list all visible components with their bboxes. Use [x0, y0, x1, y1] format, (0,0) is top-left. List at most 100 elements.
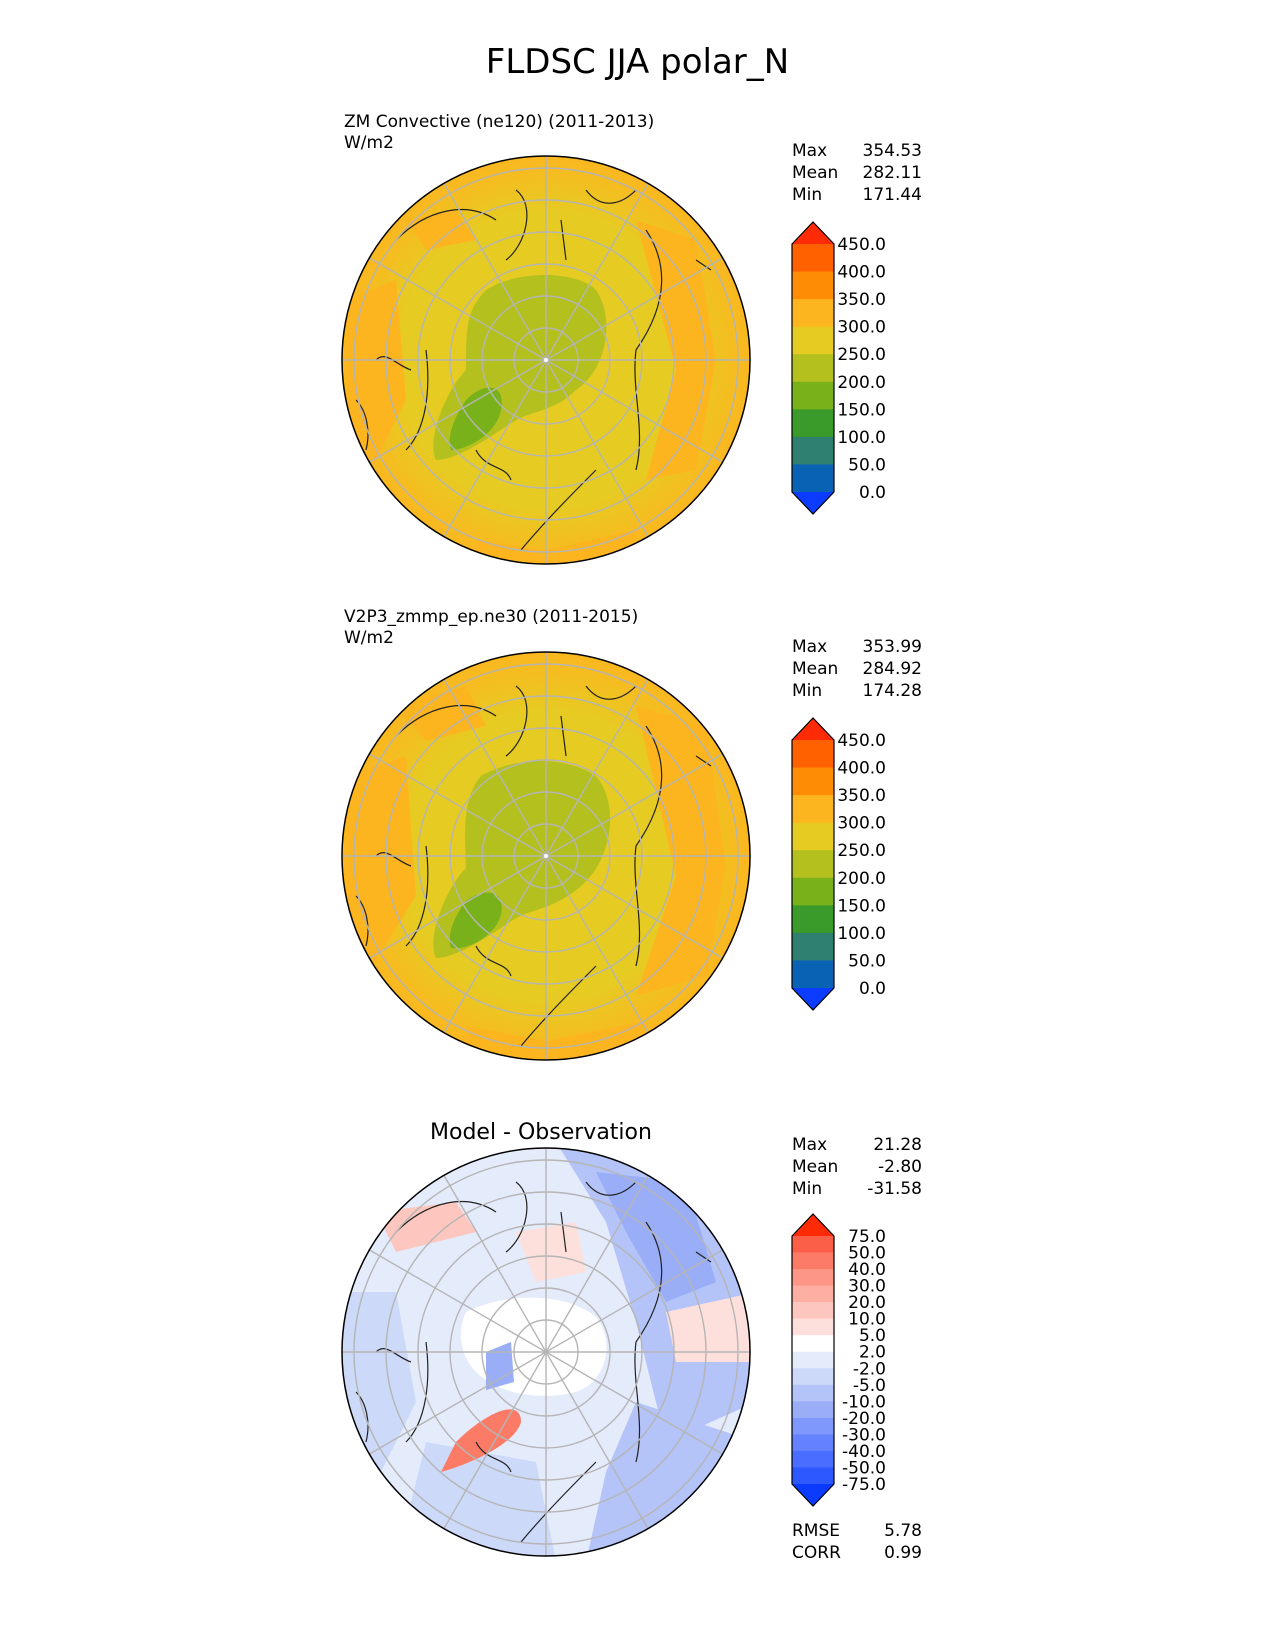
panel1-mean-value: 282.11 — [862, 163, 922, 183]
colorbar-tick-label: 20.0 — [848, 1293, 886, 1313]
colorbar-segment — [792, 1368, 834, 1386]
colorbar-segment — [792, 795, 834, 824]
colorbar-tick-label: 300.0 — [837, 318, 886, 338]
colorbar-tick-label: -10.0 — [842, 1392, 886, 1412]
colorbar-tick-label: 50.0 — [848, 1244, 886, 1264]
colorbar-tick-label: 400.0 — [837, 263, 886, 283]
panel3-max-label: Max — [792, 1135, 828, 1155]
colorbar-tick-label: -5.0 — [853, 1376, 886, 1396]
colorbar-segment — [792, 244, 834, 273]
colorbar-extend-max — [792, 718, 834, 740]
corr-label: CORR — [792, 1543, 841, 1563]
colorbar-tick-label: 250.0 — [837, 841, 886, 861]
colorbar-segment — [792, 1285, 834, 1303]
colorbar-tick-label: -75.0 — [842, 1475, 886, 1495]
colorbar-tick-label: 50.0 — [848, 455, 886, 475]
colorbar-segment — [792, 822, 834, 851]
colorbar-segment — [792, 960, 834, 989]
colorbar-segment — [792, 326, 834, 355]
colorbar-tick-label: 100.0 — [837, 428, 886, 448]
panel2-stats: Max 353.99 Mean 284.92 Min 174.28 — [792, 636, 922, 702]
panel1-subtitle: ZM Convective (ne120) (2011-2013) W/m2 — [344, 112, 654, 154]
colorbar-segment — [792, 1434, 834, 1452]
panel2-min-label: Min — [792, 681, 823, 701]
panel1-mean-label: Mean — [792, 163, 839, 183]
panel2-mean-value: 284.92 — [862, 659, 922, 679]
figure-title: FLDSC JJA polar_N — [485, 42, 790, 82]
colorbar-extend-min — [792, 1484, 834, 1506]
colorbar-segment — [792, 877, 834, 906]
colorbar-segment — [792, 299, 834, 328]
colorbar-tick-label: 0.0 — [859, 483, 886, 503]
panel1-max-label: Max — [792, 141, 828, 161]
panel3-max-value: 21.28 — [873, 1135, 922, 1155]
colorbar-segment — [792, 905, 834, 934]
colorbar-extend-max — [792, 222, 834, 244]
colorbar-segment — [792, 767, 834, 796]
panel1-polar-map — [341, 155, 751, 565]
colorbar-segment — [792, 740, 834, 769]
panel3-mean-value: -2.80 — [878, 1157, 922, 1177]
colorbar-tick-label: -20.0 — [842, 1409, 886, 1429]
panel2-units: W/m2 — [344, 628, 394, 648]
panel1-min-label: Min — [792, 185, 823, 205]
colorbar-tick-label: -2.0 — [853, 1359, 886, 1379]
colorbar-tick-label: 50.0 — [848, 951, 886, 971]
panel2-polar-map — [341, 651, 751, 1061]
colorbar-segment — [792, 464, 834, 493]
panel1-units: W/m2 — [344, 133, 394, 153]
colorbar-outline — [791, 1213, 835, 1507]
panel3-stats: Max 21.28 Mean -2.80 Min -31.58 — [792, 1134, 922, 1200]
colorbar-tick-label: 350.0 — [837, 290, 886, 310]
colorbar-segment — [792, 1236, 834, 1254]
rmse-value: 5.78 — [884, 1521, 922, 1541]
colorbar-extend-min — [792, 988, 834, 1010]
panel1-run-label: ZM Convective (ne120) (2011-2013) — [344, 112, 655, 132]
colorbar-tick-label: 40.0 — [848, 1260, 886, 1280]
panel1-stats: Max 354.53 Mean 282.11 Min 171.44 — [792, 140, 922, 206]
colorbar-extend-min — [792, 492, 834, 514]
colorbar-tick-label: 30.0 — [848, 1277, 886, 1297]
panel2-max-value: 353.99 — [862, 637, 922, 657]
colorbar-tick-label: 200.0 — [837, 373, 886, 393]
colorbar-tick-label: 250.0 — [837, 345, 886, 365]
colorbar-tick-label: 5.0 — [859, 1326, 886, 1346]
colorbar-tick-label: 150.0 — [837, 400, 886, 420]
panel2-mean-label: Mean — [792, 659, 839, 679]
colorbar-segment — [792, 1417, 834, 1435]
panel1-colorbar: 0.0 50.0 100.0 150.0 200.0 250.0 300.0 350.0 400… — [791, 221, 886, 515]
corr-value: 0.99 — [884, 1543, 922, 1563]
panel3-min-value: -31.58 — [867, 1179, 922, 1199]
colorbar-segment — [792, 409, 834, 438]
colorbar-tick-label: 300.0 — [837, 814, 886, 834]
colorbar-tick-label: -30.0 — [842, 1425, 886, 1445]
colorbar-segment — [792, 1335, 834, 1353]
panel3-mean-label: Mean — [792, 1157, 839, 1177]
colorbar-segment — [792, 1467, 834, 1485]
panel3-min-label: Min — [792, 1179, 823, 1199]
panel3-colorbar: -75.0-50.0-40.0-30.0-20.0-10.0-5.0-2.02.… — [791, 1213, 886, 1507]
panel3-difference-map — [341, 1147, 751, 1557]
colorbar-segment — [792, 1318, 834, 1336]
colorbar-tick-label: 75.0 — [848, 1227, 886, 1247]
colorbar-tick-label: 350.0 — [837, 786, 886, 806]
colorbar-tick-label: 200.0 — [837, 869, 886, 889]
colorbar-segment — [792, 1269, 834, 1287]
colorbar-segment — [792, 1384, 834, 1402]
colorbar-outline — [791, 717, 835, 1011]
colorbar-tick-label: -40.0 — [842, 1442, 886, 1462]
panel1-max-value: 354.53 — [862, 141, 922, 161]
colorbar-segment — [792, 1252, 834, 1270]
colorbar-segment — [792, 1351, 834, 1369]
colorbar-segment — [792, 381, 834, 410]
colorbar-tick-label: -50.0 — [842, 1458, 886, 1478]
colorbar-tick-label: 2.0 — [859, 1343, 886, 1363]
colorbar-segment — [792, 354, 834, 383]
colorbar-tick-label: 400.0 — [837, 759, 886, 779]
colorbar-outline — [791, 221, 835, 515]
colorbar-tick-label: 100.0 — [837, 924, 886, 944]
panel2-colorbar: 0.0 50.0 100.0 150.0 200.0 250.0 300.0 350.0 400… — [791, 717, 886, 1011]
panel2-subtitle: V2P3_zmmp_ep.ne30 (2011-2015) W/m2 — [344, 607, 638, 649]
panel3-title: Model - Observation — [430, 1120, 652, 1145]
panel2-min-value: 174.28 — [862, 681, 922, 701]
